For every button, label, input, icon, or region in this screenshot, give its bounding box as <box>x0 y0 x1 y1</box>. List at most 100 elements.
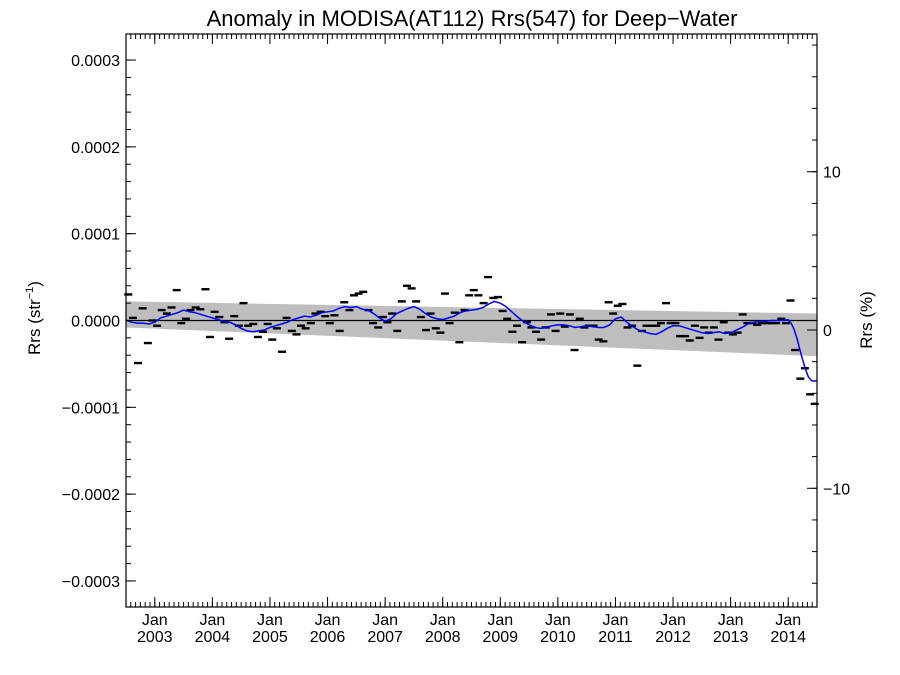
anomaly-mark <box>345 308 354 312</box>
anomaly-mark <box>157 308 166 312</box>
anomaly-mark <box>162 312 171 315</box>
anomaly-mark <box>743 321 752 325</box>
x-tick-year: 2013 <box>713 629 749 646</box>
x-tick-month: Jan <box>660 612 686 629</box>
anomaly-mark <box>407 287 416 290</box>
anomaly-mark <box>546 313 555 316</box>
anomaly-mark <box>570 348 579 352</box>
anomaly-mark <box>225 337 234 340</box>
x-tick-month: Jan <box>372 612 398 629</box>
y2-tick-label: −10 <box>823 481 850 498</box>
anomaly-mark <box>806 393 815 396</box>
anomaly-mark <box>234 324 243 327</box>
anomaly-mark <box>239 301 248 305</box>
anomaly-mark <box>518 341 527 344</box>
x-tick-year: 2004 <box>195 629 231 646</box>
x-tick-month: Jan <box>603 612 629 629</box>
y2-axis-label: Rrs (%) <box>857 291 876 349</box>
anomaly-mark <box>474 294 483 297</box>
anomaly-mark <box>441 292 450 295</box>
anomaly-mark <box>786 299 795 302</box>
anomaly-mark <box>709 326 718 329</box>
anomaly-mark <box>426 312 435 315</box>
x-tick-year: 2011 <box>598 629 633 646</box>
anomaly-mark <box>465 294 474 297</box>
anomaly-mark <box>359 290 368 294</box>
x-tick-year: 2007 <box>367 629 403 646</box>
anomaly-mark <box>695 336 704 340</box>
anomaly-mark <box>181 317 190 320</box>
anomaly-mark <box>378 315 387 319</box>
x-tick-month: Jan <box>315 612 341 629</box>
anomaly-mark <box>666 321 675 325</box>
anomaly-mark <box>647 324 656 327</box>
anomaly-mark <box>796 377 805 380</box>
y-tick-label: 0.0001 <box>71 227 120 244</box>
anomaly-mark <box>656 321 665 325</box>
anomaly-mark <box>681 334 690 338</box>
x-tick-year: 2010 <box>540 629 576 646</box>
anomaly-mark <box>431 327 440 330</box>
anomaly-mark <box>604 301 613 304</box>
anomaly-mark <box>138 307 147 310</box>
anomaly-mark <box>134 361 143 365</box>
anomaly-mark <box>551 329 560 333</box>
y-tick-label: 0.0002 <box>71 140 120 157</box>
anomaly-mark <box>728 333 737 336</box>
anomaly-mark <box>498 309 507 313</box>
anomaly-mark <box>609 312 618 315</box>
anomaly-mark <box>762 321 771 325</box>
anomaly-mark <box>791 348 800 352</box>
anomaly-mark <box>777 317 786 320</box>
anomaly-mark <box>403 284 412 287</box>
anomaly-mark <box>215 315 224 319</box>
anomaly-mark <box>397 300 406 303</box>
anomaly-mark <box>167 306 176 309</box>
anomaly-mark <box>436 331 445 334</box>
anomaly-mark <box>714 338 723 341</box>
anomaly-mark <box>512 324 521 327</box>
x-tick-year: 2012 <box>655 629 691 646</box>
x-tick-month: Jan <box>199 612 225 629</box>
x-tick-month: Jan <box>487 612 513 629</box>
anomaly-mark <box>580 326 589 329</box>
anomaly-mark <box>263 322 272 326</box>
x-tick-year: 2014 <box>770 629 806 646</box>
anomaly-mark <box>186 308 195 312</box>
anomaly-mark <box>642 324 651 327</box>
running-mean-line <box>125 300 818 383</box>
anomaly-mark <box>575 317 584 320</box>
anomaly-mark <box>268 338 277 341</box>
anomaly-mark <box>249 322 258 326</box>
anomaly-mark <box>633 364 642 367</box>
x-tick-month: Jan <box>775 612 801 629</box>
anomaly-mark <box>210 310 219 314</box>
anomaly-mark <box>416 315 425 319</box>
anomaly-mark <box>565 313 574 316</box>
anomaly-mark <box>177 321 186 325</box>
y-tick-label: −0.0002 <box>62 487 120 504</box>
x-tick-year: 2006 <box>310 629 346 646</box>
anomaly-mark <box>311 312 320 315</box>
anomaly-mark <box>244 324 253 327</box>
anomaly-mark <box>652 324 661 327</box>
anomaly-mark <box>671 321 680 325</box>
anomaly-mark <box>527 326 536 329</box>
y-tick-label: −0.0003 <box>62 574 120 591</box>
anomaly-mark <box>206 335 215 339</box>
anomaly-mark <box>388 312 397 315</box>
anomaly-mark <box>330 314 339 317</box>
anomaly-mark <box>230 314 239 318</box>
anomaly-mark <box>460 308 469 312</box>
anomaly-mark <box>493 295 502 299</box>
anomaly-mark <box>599 340 608 343</box>
anomaly-mark <box>560 325 569 328</box>
x-tick-month: Jan <box>257 612 283 629</box>
anomaly-mark <box>685 339 694 342</box>
anomaly-mark <box>618 302 627 306</box>
anomaly-mark <box>383 321 392 324</box>
anomaly-mark <box>335 329 344 333</box>
y-tick-label: 0.0003 <box>71 53 120 70</box>
anomaly-mark <box>757 321 766 325</box>
